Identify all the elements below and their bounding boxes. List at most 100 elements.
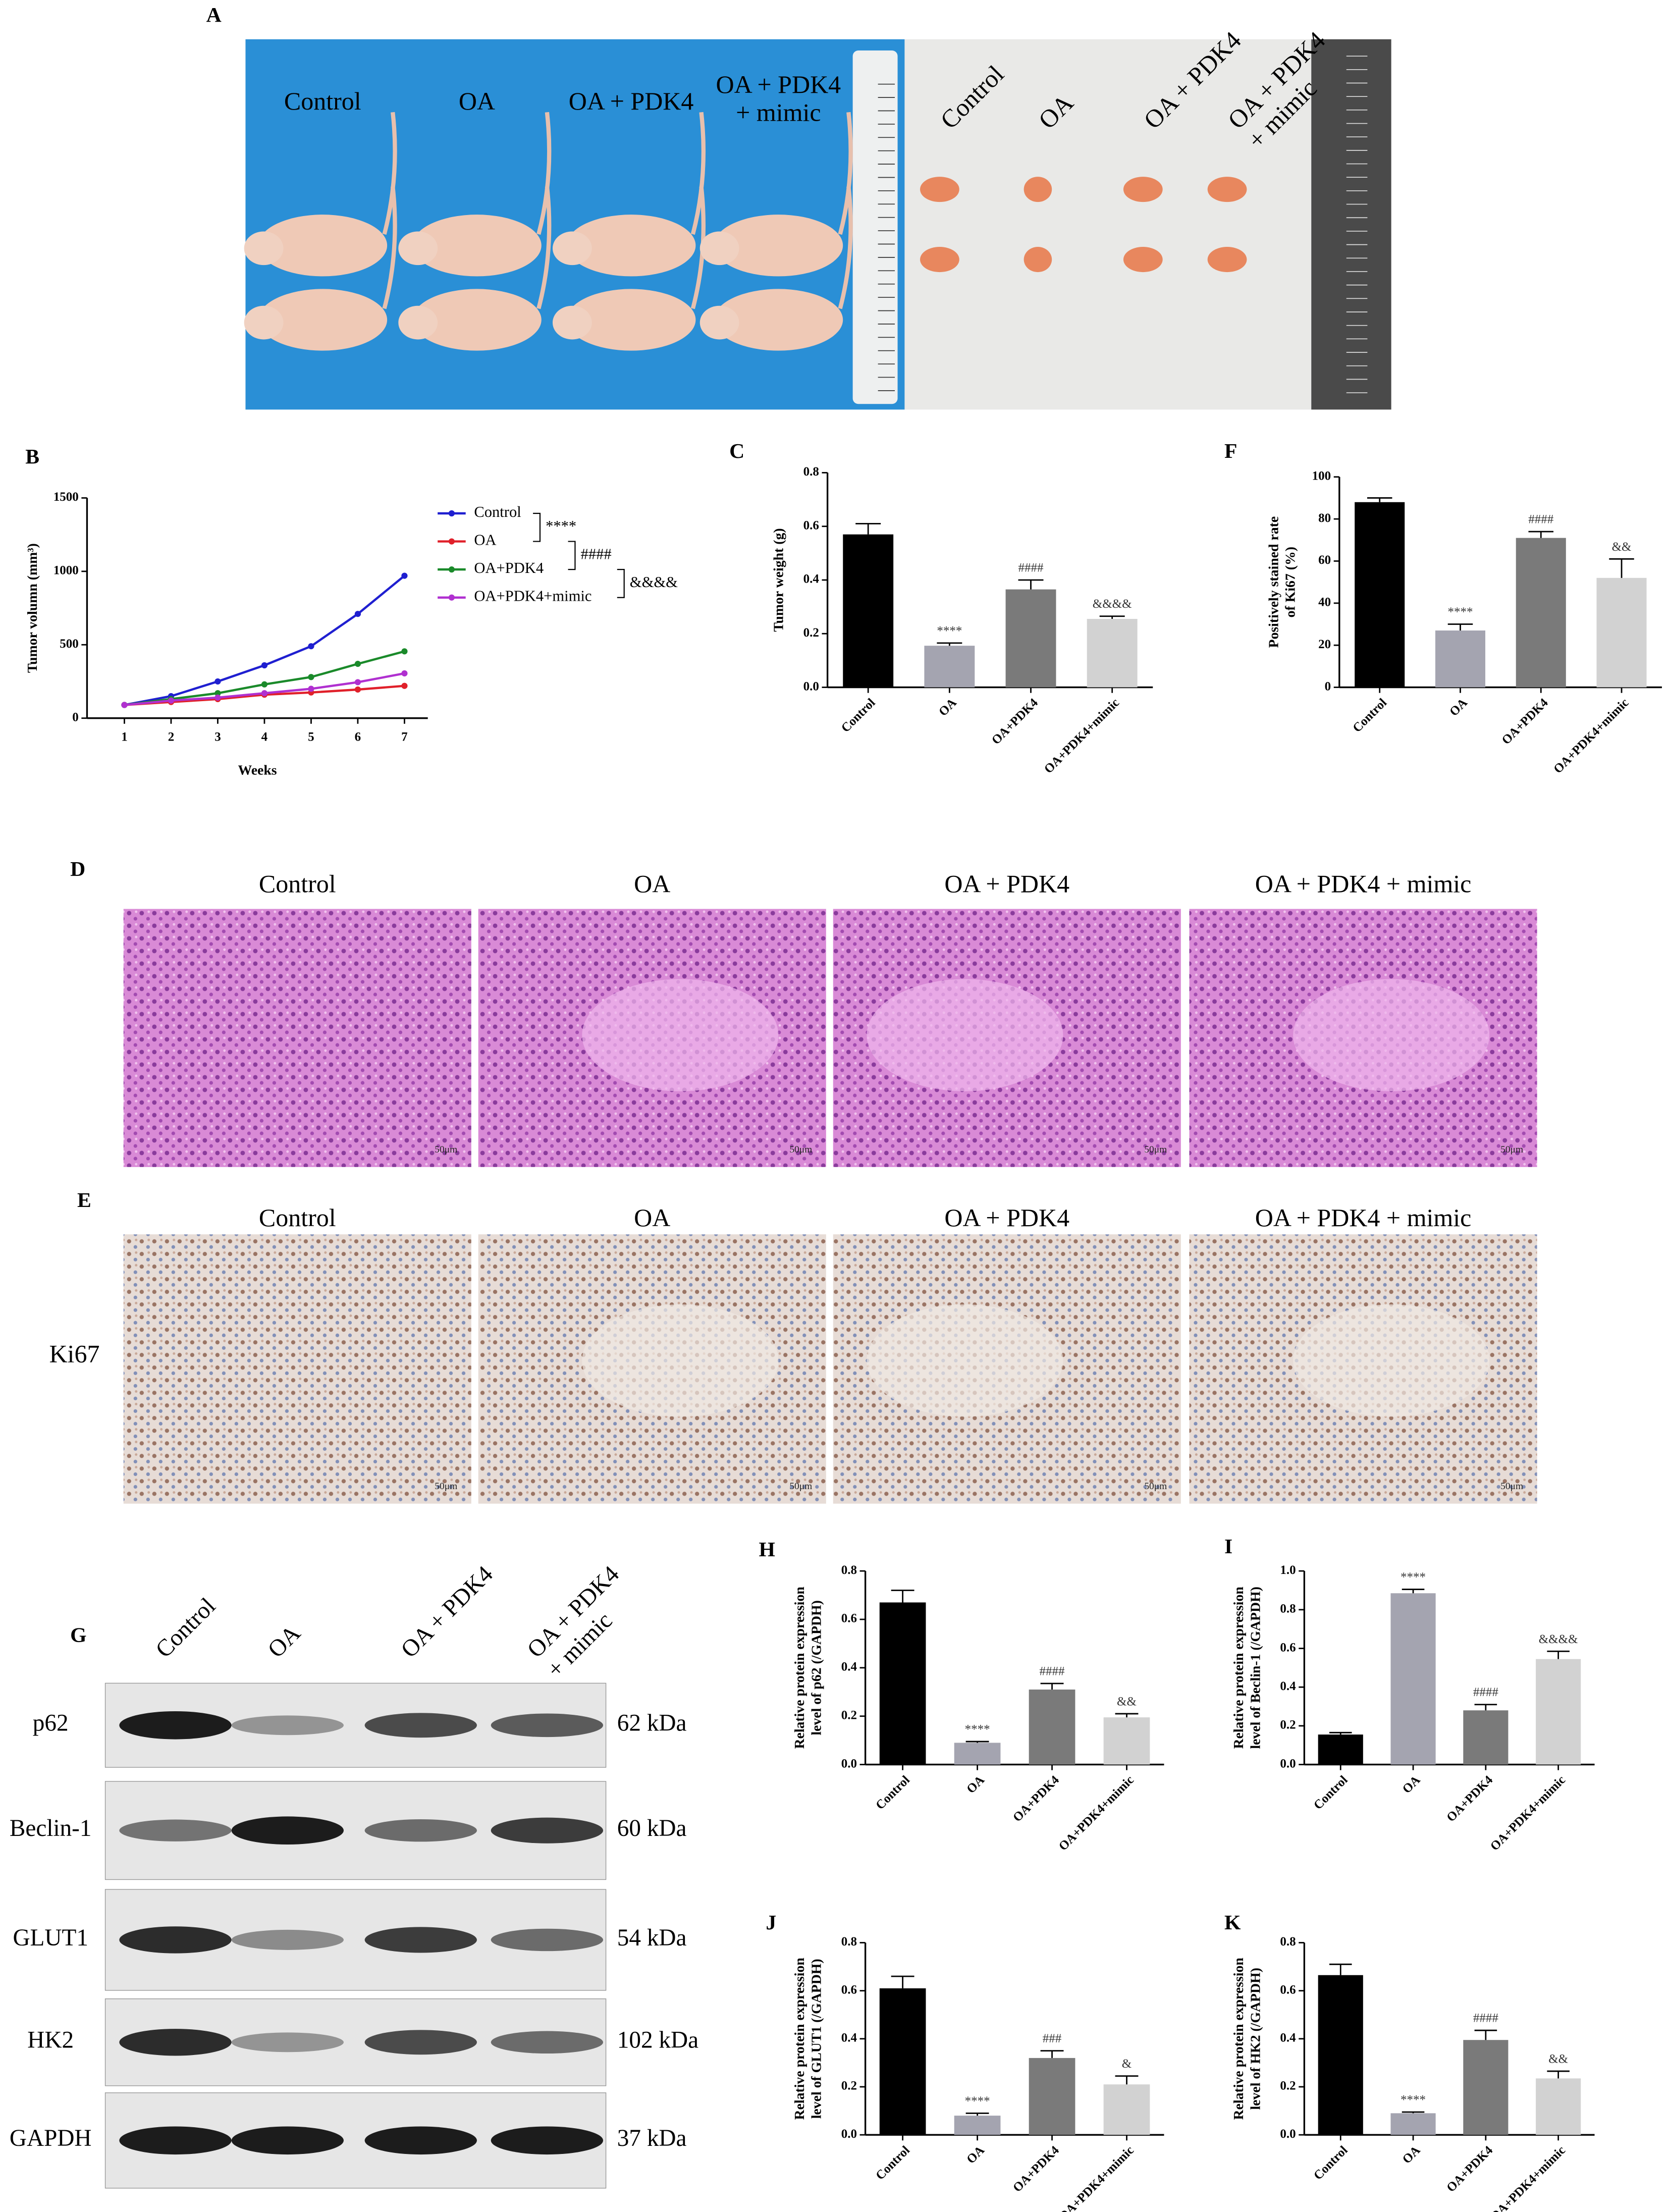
y-tick-label: 1.0 [1280,1563,1296,1577]
significance-label: #### [1473,1686,1498,1699]
y-tick-label: 0.8 [841,1935,857,1948]
band [119,1819,232,1841]
bar [1029,1690,1075,1765]
row-label: Ki67 [49,1339,99,1367]
error-bar [1547,1650,1570,1659]
x-tick-label: OA [964,2143,987,2167]
lane-label-group: OA + PDK4+ mimic [522,1561,624,1682]
protein-label: GLUT1 [13,1925,88,1951]
scale-bar-label: 50μm [1500,1481,1523,1492]
significance-label: #### [1040,1665,1065,1678]
mouse [258,215,388,277]
y-tick-label: 0.8 [1280,1602,1296,1616]
tumor [1123,177,1163,202]
x-tick-label: OA+PDK4+mimic [1488,2143,1568,2212]
mouse-head [699,231,739,266]
x-tick-label: OA+PDK4+mimic [1042,696,1122,776]
significance-label: #### [1528,513,1553,526]
mouse-tail [536,112,552,235]
mouse-tail [536,186,552,309]
lane-label: OA [263,1620,306,1663]
point [354,611,361,617]
mouse [714,215,843,277]
y-axis-label: Relative protein expression [1231,1587,1247,1749]
bar [1390,2113,1436,2135]
significance-label: **** [965,2094,990,2108]
protein-label: GAPDH [10,2125,92,2151]
tumor [1207,177,1247,202]
mouse-head [552,231,592,266]
y-tick-label: 0.4 [841,1660,857,1674]
y-tick-label: 0.0 [1280,1757,1296,1770]
bar [954,2116,1001,2135]
bar [879,1988,926,2135]
significance-label: **** [1447,605,1473,619]
x-tick-label: OA+PDK4+mimic [1488,1773,1568,1854]
mouse [566,215,696,277]
tumor [920,177,959,202]
x-tick-label: 6 [355,730,361,744]
point [261,690,268,697]
mouse-head [244,305,284,340]
panel-label: J [766,1911,776,1934]
y-axis-label: Tumor weight (g) [771,528,787,631]
error-bar [1040,2050,1064,2058]
scale-bar-label: 50μm [789,1481,812,1492]
mice-label: Control [284,87,361,115]
y-tick-label: 0.6 [1280,1983,1296,1996]
point [354,679,361,686]
panel-title: Control [259,870,336,898]
point [308,643,314,650]
y-tick-label: 0.8 [1280,1935,1296,1948]
error-bar [965,1741,989,1743]
y-tick-label: 0.0 [1280,2127,1296,2141]
x-tick-label: OA [936,696,959,719]
y-tick-label: 0.6 [841,1983,857,1996]
point [121,702,128,708]
y-axis-label: Positively stained rate [1266,516,1281,648]
y-tick-label: 0.0 [841,1757,857,1770]
ruler-dark [1311,39,1391,410]
bar [1435,630,1486,688]
point [214,678,221,685]
lane-label: Control [150,1593,221,1663]
lane-label-group: OA [263,1620,306,1663]
y-tick-label: 0 [1325,679,1331,693]
mouse-tail [382,112,397,235]
mouse-head [398,305,438,340]
mouse-tail [690,112,706,235]
bar [1103,2084,1150,2135]
size-label: 54 kDa [617,1925,687,1951]
error-bar [1115,2075,1139,2085]
tissue-region [867,979,1063,1091]
band [491,1817,604,1844]
y-tick-label: 0.4 [1280,1679,1296,1693]
mouse [714,289,843,351]
ruler [852,50,898,404]
scale-bar-label: 50μm [1144,1144,1167,1155]
y-axis-label: level of HK2 (/GAPDH) [1248,1968,1263,2110]
error-bar [891,1590,914,1603]
significance-label: **** [937,624,962,638]
size-label: 102 kDa [617,2027,698,2053]
tissue-region [1293,1304,1490,1417]
band [364,1819,477,1842]
y-axis-label: level of p62 (/GAPDH) [809,1600,825,1735]
panel-label: I [1224,1535,1232,1558]
y-tick-label: 500 [60,637,79,651]
point [261,681,268,688]
y-tick-label: 0.8 [803,465,819,479]
band [364,2030,477,2055]
panel-label: B [25,445,39,468]
error-bar [1474,1704,1497,1711]
bar [1390,1593,1436,1765]
significance-label: &&&& [630,573,678,591]
bar [954,1743,1001,1765]
tumor [1024,177,1052,202]
point [401,572,408,579]
tissue-region [1293,979,1490,1091]
y-tick-label: 60 [1318,553,1331,567]
error-bar [1115,1713,1139,1718]
y-tick-label: 0.2 [1280,1718,1296,1732]
